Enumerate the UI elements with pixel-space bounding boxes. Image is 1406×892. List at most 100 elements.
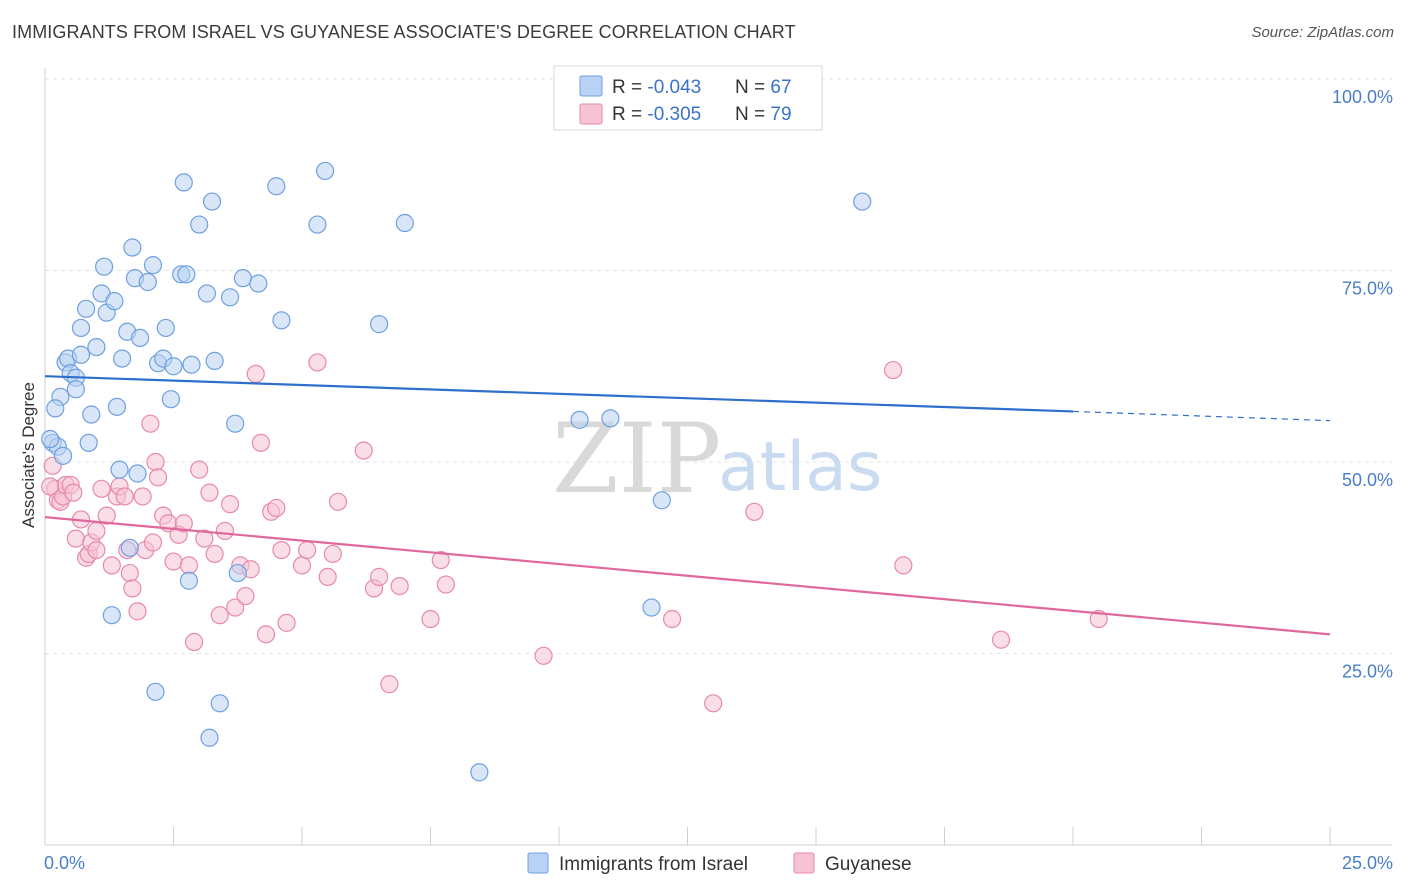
data-point <box>46 399 65 418</box>
data-point <box>184 632 204 652</box>
bottom-legend-swatch-israel <box>527 852 549 874</box>
correlation-legend: R = -0.043 N = 67 R = -0.305 N = 79 <box>553 65 823 131</box>
data-point <box>115 487 134 506</box>
data-point <box>146 452 165 472</box>
legend-r-value-2: -0.305 <box>647 104 701 125</box>
y-tick-label: 25.0% <box>1342 662 1393 682</box>
data-point <box>95 257 114 276</box>
legend-row-1-n: N = 67 <box>735 77 792 98</box>
data-point <box>190 460 209 479</box>
data-point <box>105 292 124 311</box>
bottom-legend-guyanese: Guyanese <box>825 854 912 875</box>
data-point <box>102 606 121 625</box>
data-point <box>210 694 229 713</box>
data-point <box>205 544 224 564</box>
data-point <box>77 299 96 318</box>
data-point <box>112 349 132 368</box>
y-tick-label: 75.0% <box>1342 279 1393 299</box>
y-tick-label: 100.0% <box>1332 87 1393 107</box>
data-point <box>197 284 217 303</box>
legend-n-value-1: 67 <box>770 77 791 98</box>
legend-row-1: R = -0.043 <box>612 77 701 98</box>
y-axis-title: Associate's Degree <box>19 382 38 528</box>
data-point <box>390 576 409 596</box>
bottom-legend-israel: Immigrants from Israel <box>559 854 748 875</box>
data-point <box>267 177 286 196</box>
israel-points <box>41 161 872 782</box>
legend-n-label-2: N = <box>735 104 770 125</box>
data-point <box>156 318 175 338</box>
data-point <box>87 540 106 560</box>
axes <box>44 68 1392 846</box>
israel-trend-extension <box>1072 410 1331 422</box>
guyanese-trend-line <box>44 516 1331 636</box>
data-point <box>354 441 373 460</box>
data-point <box>164 552 183 571</box>
data-point <box>894 556 913 575</box>
data-point <box>87 521 106 541</box>
data-point <box>272 540 291 560</box>
legend-n-value-2: 79 <box>770 104 791 125</box>
chart-title: IMMIGRANTS FROM ISRAEL VS GUYANESE ASSOC… <box>12 22 796 42</box>
y-tick-labels: 25.0% 50.0% 75.0% 100.0% <box>1332 87 1393 682</box>
data-point <box>200 728 219 747</box>
data-point <box>143 256 163 275</box>
data-point <box>246 364 265 384</box>
legend-swatch-guyanese <box>579 103 603 125</box>
data-point <box>182 355 201 374</box>
data-point <box>64 483 83 502</box>
data-point <box>120 563 139 583</box>
data-point <box>370 567 389 587</box>
data-point <box>323 544 342 564</box>
data-point <box>704 694 723 713</box>
data-point <box>215 521 234 541</box>
data-point <box>120 538 139 557</box>
data-point <box>164 357 183 376</box>
data-point <box>318 567 337 587</box>
data-point <box>662 609 682 629</box>
data-point <box>470 763 489 782</box>
data-point <box>210 606 229 625</box>
legend-swatch-israel <box>579 75 603 97</box>
data-point <box>130 328 150 348</box>
data-point <box>883 360 903 380</box>
data-point <box>97 506 116 525</box>
data-point <box>190 215 209 234</box>
data-point <box>316 161 335 181</box>
data-point <box>249 274 268 293</box>
data-point <box>228 563 247 583</box>
data-point <box>1089 609 1108 629</box>
data-point <box>66 529 85 548</box>
data-point <box>71 345 91 364</box>
data-point <box>570 410 589 429</box>
data-point <box>534 646 553 665</box>
data-point <box>328 492 348 511</box>
data-point <box>174 514 193 533</box>
data-point <box>226 414 245 433</box>
data-point <box>745 502 764 521</box>
data-point <box>642 598 661 617</box>
guyanese-points <box>41 353 1108 713</box>
data-point <box>220 288 240 307</box>
data-point <box>66 380 85 399</box>
data-point <box>123 238 142 257</box>
data-point <box>133 487 152 506</box>
data-point <box>102 556 121 575</box>
data-point <box>652 491 671 510</box>
data-point <box>87 338 106 357</box>
legend-r-label-1: R = <box>612 77 647 98</box>
data-point <box>128 464 147 483</box>
data-point <box>143 533 163 552</box>
data-point <box>380 675 399 694</box>
data-point <box>421 609 440 629</box>
y-tick-label: 50.0% <box>1342 470 1393 490</box>
legend-r-value-1: -0.043 <box>647 77 701 98</box>
data-point <box>292 556 312 575</box>
legend-n-label-1: N = <box>735 77 770 98</box>
data-point <box>179 556 199 575</box>
data-point <box>233 269 252 288</box>
data-point <box>195 529 214 548</box>
data-point <box>128 602 147 621</box>
data-point <box>308 353 327 372</box>
